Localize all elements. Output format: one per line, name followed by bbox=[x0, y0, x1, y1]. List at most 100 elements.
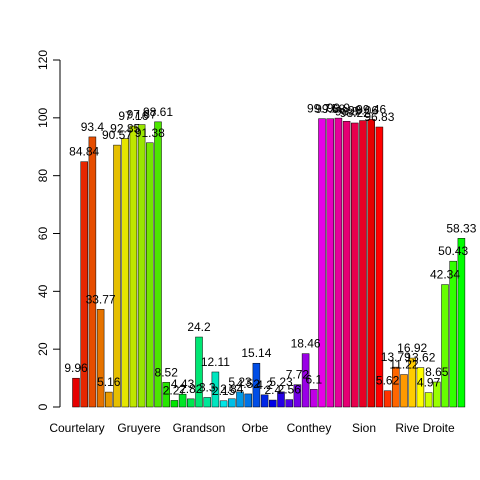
x-category-label: Conthey bbox=[287, 421, 332, 435]
bar bbox=[285, 399, 293, 408]
x-category-label: Rive Droite bbox=[395, 421, 455, 435]
bar bbox=[195, 336, 203, 408]
data-label: 8.52 bbox=[155, 365, 179, 379]
bar bbox=[96, 309, 105, 408]
data-label: 15.14 bbox=[241, 346, 271, 360]
bar bbox=[162, 382, 170, 408]
data-label: 13.79 bbox=[381, 350, 411, 364]
bar bbox=[219, 400, 228, 408]
data-label: 99.06 bbox=[348, 104, 378, 118]
data-label: 4.97 bbox=[417, 376, 441, 390]
data-label: 98.61 bbox=[143, 105, 173, 119]
x-category-label: Gruyere bbox=[117, 421, 161, 435]
y-tick-label: 0 bbox=[36, 403, 50, 410]
bar bbox=[392, 366, 400, 408]
data-label: 8.65 bbox=[425, 365, 449, 379]
y-tick-label: 100 bbox=[36, 108, 50, 128]
data-label: 2.82 bbox=[179, 382, 203, 396]
bar bbox=[129, 125, 138, 408]
bar bbox=[351, 122, 359, 408]
data-label: 99.71 bbox=[307, 102, 337, 116]
y-tick-label: 80 bbox=[36, 169, 50, 183]
data-label: 5.23 bbox=[228, 375, 252, 389]
y-tick-label: 40 bbox=[36, 284, 50, 298]
data-label: 9.96 bbox=[64, 361, 88, 375]
data-label: 2.84 bbox=[220, 382, 244, 396]
bar bbox=[105, 391, 113, 408]
y-tick-label: 60 bbox=[36, 227, 50, 241]
x-category-label: Orbe bbox=[242, 421, 269, 435]
bar bbox=[375, 126, 384, 408]
bar bbox=[80, 161, 88, 408]
bar bbox=[146, 142, 154, 408]
data-label: 84.84 bbox=[69, 145, 99, 159]
y-tick-label: 120 bbox=[36, 50, 50, 70]
data-label: 5.16 bbox=[97, 375, 121, 389]
x-axis-category-labels: Courtelary Gruyere Grandson Orbe Conthey Sion… bbox=[49, 421, 455, 435]
data-label: 97.16 bbox=[118, 109, 148, 123]
bar bbox=[203, 397, 211, 408]
data-label: 91.38 bbox=[135, 126, 165, 140]
data-label: 13.62 bbox=[405, 351, 435, 365]
x-category-label: Courtelary bbox=[49, 421, 104, 435]
bar bbox=[301, 353, 310, 408]
bar bbox=[72, 377, 80, 408]
data-label: 4.43 bbox=[171, 377, 195, 391]
bar bbox=[359, 120, 367, 408]
bar bbox=[293, 384, 302, 408]
bar bbox=[113, 144, 121, 408]
bar bbox=[383, 390, 392, 408]
data-label: 42.34 bbox=[430, 268, 460, 282]
bar bbox=[260, 394, 269, 408]
bar bbox=[424, 392, 433, 408]
bar bbox=[408, 357, 416, 408]
data-labels: 9.96 84.84 93.4 33.77 5.16 90.5792.8597.1697.… bbox=[64, 101, 476, 398]
data-label: 2.27 bbox=[163, 383, 187, 397]
bar bbox=[310, 389, 318, 408]
y-tick-label: 20 bbox=[36, 342, 50, 356]
bar bbox=[178, 393, 187, 408]
data-label: 96.83 bbox=[364, 110, 394, 124]
data-label: 99.46 bbox=[356, 102, 386, 116]
data-label: 16.92 bbox=[397, 341, 427, 355]
data-label: 3.3 bbox=[199, 380, 216, 394]
bar bbox=[334, 117, 343, 408]
data-label: 2.4 bbox=[264, 383, 281, 397]
data-label: 4.52 bbox=[237, 377, 261, 391]
bar bbox=[228, 398, 236, 408]
data-label: 50.43 bbox=[438, 244, 468, 258]
bar bbox=[277, 391, 285, 408]
data-label: 24.2 bbox=[187, 320, 211, 334]
data-label: 12.11 bbox=[201, 355, 230, 369]
data-label: 7.72 bbox=[286, 368, 310, 382]
bar bbox=[457, 238, 466, 408]
data-label: 18.46 bbox=[291, 337, 321, 351]
data-label: 6.1 bbox=[305, 372, 322, 386]
data-label: 99.9 bbox=[327, 101, 351, 115]
data-label: 58.33 bbox=[446, 221, 476, 235]
data-label: 93.4 bbox=[81, 120, 105, 134]
data-label: 98.22 bbox=[340, 106, 370, 120]
bar bbox=[449, 260, 457, 408]
bar bbox=[318, 118, 326, 408]
bar bbox=[236, 391, 244, 408]
bar bbox=[187, 398, 195, 408]
bar bbox=[367, 119, 375, 408]
bar bbox=[342, 121, 351, 408]
data-label: 97.67 bbox=[127, 108, 157, 122]
y-axis-ticks bbox=[53, 59, 60, 408]
data-label: 99.68 bbox=[315, 102, 345, 116]
data-label: 4.2 bbox=[256, 378, 273, 392]
bar bbox=[441, 284, 449, 408]
data-label: 5.23 bbox=[269, 375, 293, 389]
bar bbox=[400, 374, 408, 408]
bar bbox=[244, 393, 252, 408]
bar bbox=[154, 121, 162, 408]
x-category-label: Sion bbox=[352, 421, 376, 435]
bar bbox=[433, 381, 441, 408]
bar bbox=[170, 400, 179, 408]
data-label: 11.22 bbox=[389, 358, 418, 372]
bar bbox=[211, 371, 220, 408]
